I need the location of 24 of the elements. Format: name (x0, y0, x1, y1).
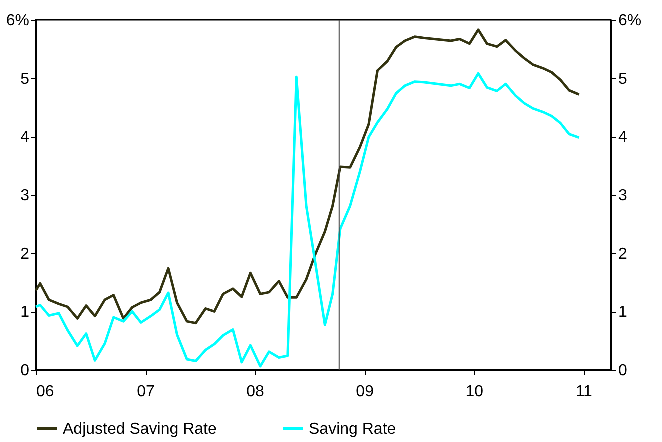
y-tick-label: 1 (20, 304, 30, 322)
y2-tick-label: 6% (618, 12, 642, 30)
y2-tick-label: 1 (618, 304, 628, 322)
y2-tick-label: 4 (618, 129, 628, 146)
y2-tick-label: 5 (618, 70, 628, 88)
y-tick-label: 3 (20, 188, 30, 204)
y-tick-label: 5 (20, 70, 30, 88)
y2-tick-label: 2 (618, 246, 628, 263)
x-tick-label: 09 (356, 384, 374, 400)
x-tick-label: 06 (36, 384, 54, 400)
y2-tick-label: 0 (618, 362, 628, 380)
y-tick-label: 2 (20, 246, 30, 263)
y-tick-label: 0 (20, 362, 30, 380)
y-tick-label: 4 (20, 129, 30, 146)
line-series (34, 72, 580, 368)
y-tick-label: 6% (6, 12, 30, 30)
line-series (34, 28, 580, 325)
x-tick-label: 08 (246, 384, 265, 400)
x-tick-label: 10 (466, 384, 484, 400)
y2-tick-label: 3 (618, 188, 628, 204)
legend-label: Saving Rate (309, 420, 396, 438)
legend-label: Adjusted Saving Rate (63, 420, 217, 438)
x-tick-label: 07 (137, 384, 156, 400)
x-tick-label: 11 (576, 384, 593, 400)
